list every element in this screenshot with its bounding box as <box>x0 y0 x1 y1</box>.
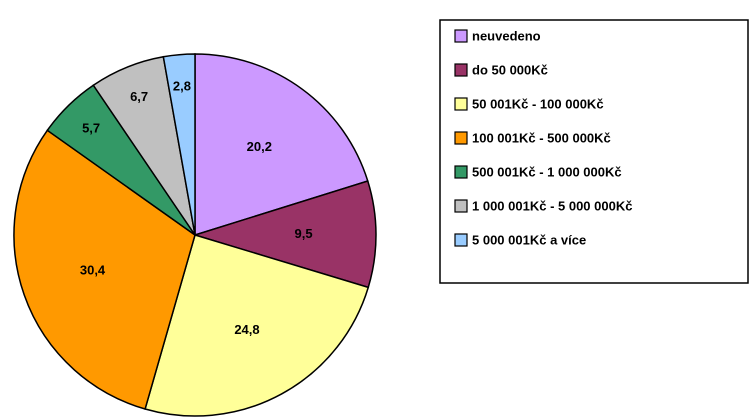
legend-swatch <box>454 199 468 213</box>
data-label: 5,7 <box>82 120 100 135</box>
legend-swatch <box>454 63 468 77</box>
legend-label: 1 000 001Kč - 5 000 000Kč <box>472 198 632 213</box>
data-label: 2,8 <box>173 79 191 94</box>
legend-swatch <box>454 165 468 179</box>
data-label: 9,5 <box>295 226 313 241</box>
legend-swatch <box>454 97 468 111</box>
legend-label: do 50 000Kč <box>472 62 548 77</box>
data-label: 20,2 <box>247 139 272 154</box>
pie-slice <box>162 53 196 236</box>
data-label: 6,7 <box>130 89 148 104</box>
legend-label: 100 001Kč - 500 000Kč <box>472 130 611 145</box>
legend-swatch <box>454 29 468 43</box>
pie-slice <box>192 180 377 289</box>
legend-swatch <box>454 131 468 145</box>
legend-box <box>439 19 749 284</box>
data-label: 30,4 <box>80 262 106 277</box>
pie-slice <box>13 129 196 410</box>
pie-slice <box>194 53 369 237</box>
legend-label: 500 001Kč - 1 000 000Kč <box>472 164 622 179</box>
legend-label: neuvedeno <box>472 28 541 43</box>
pie-slice <box>144 234 370 417</box>
legend-swatch <box>454 233 468 247</box>
data-label: 24,8 <box>234 322 259 337</box>
legend-label: 50 001Kč - 100 000Kč <box>472 96 604 111</box>
legend-label: 5 000 001Kč a více <box>472 232 586 247</box>
